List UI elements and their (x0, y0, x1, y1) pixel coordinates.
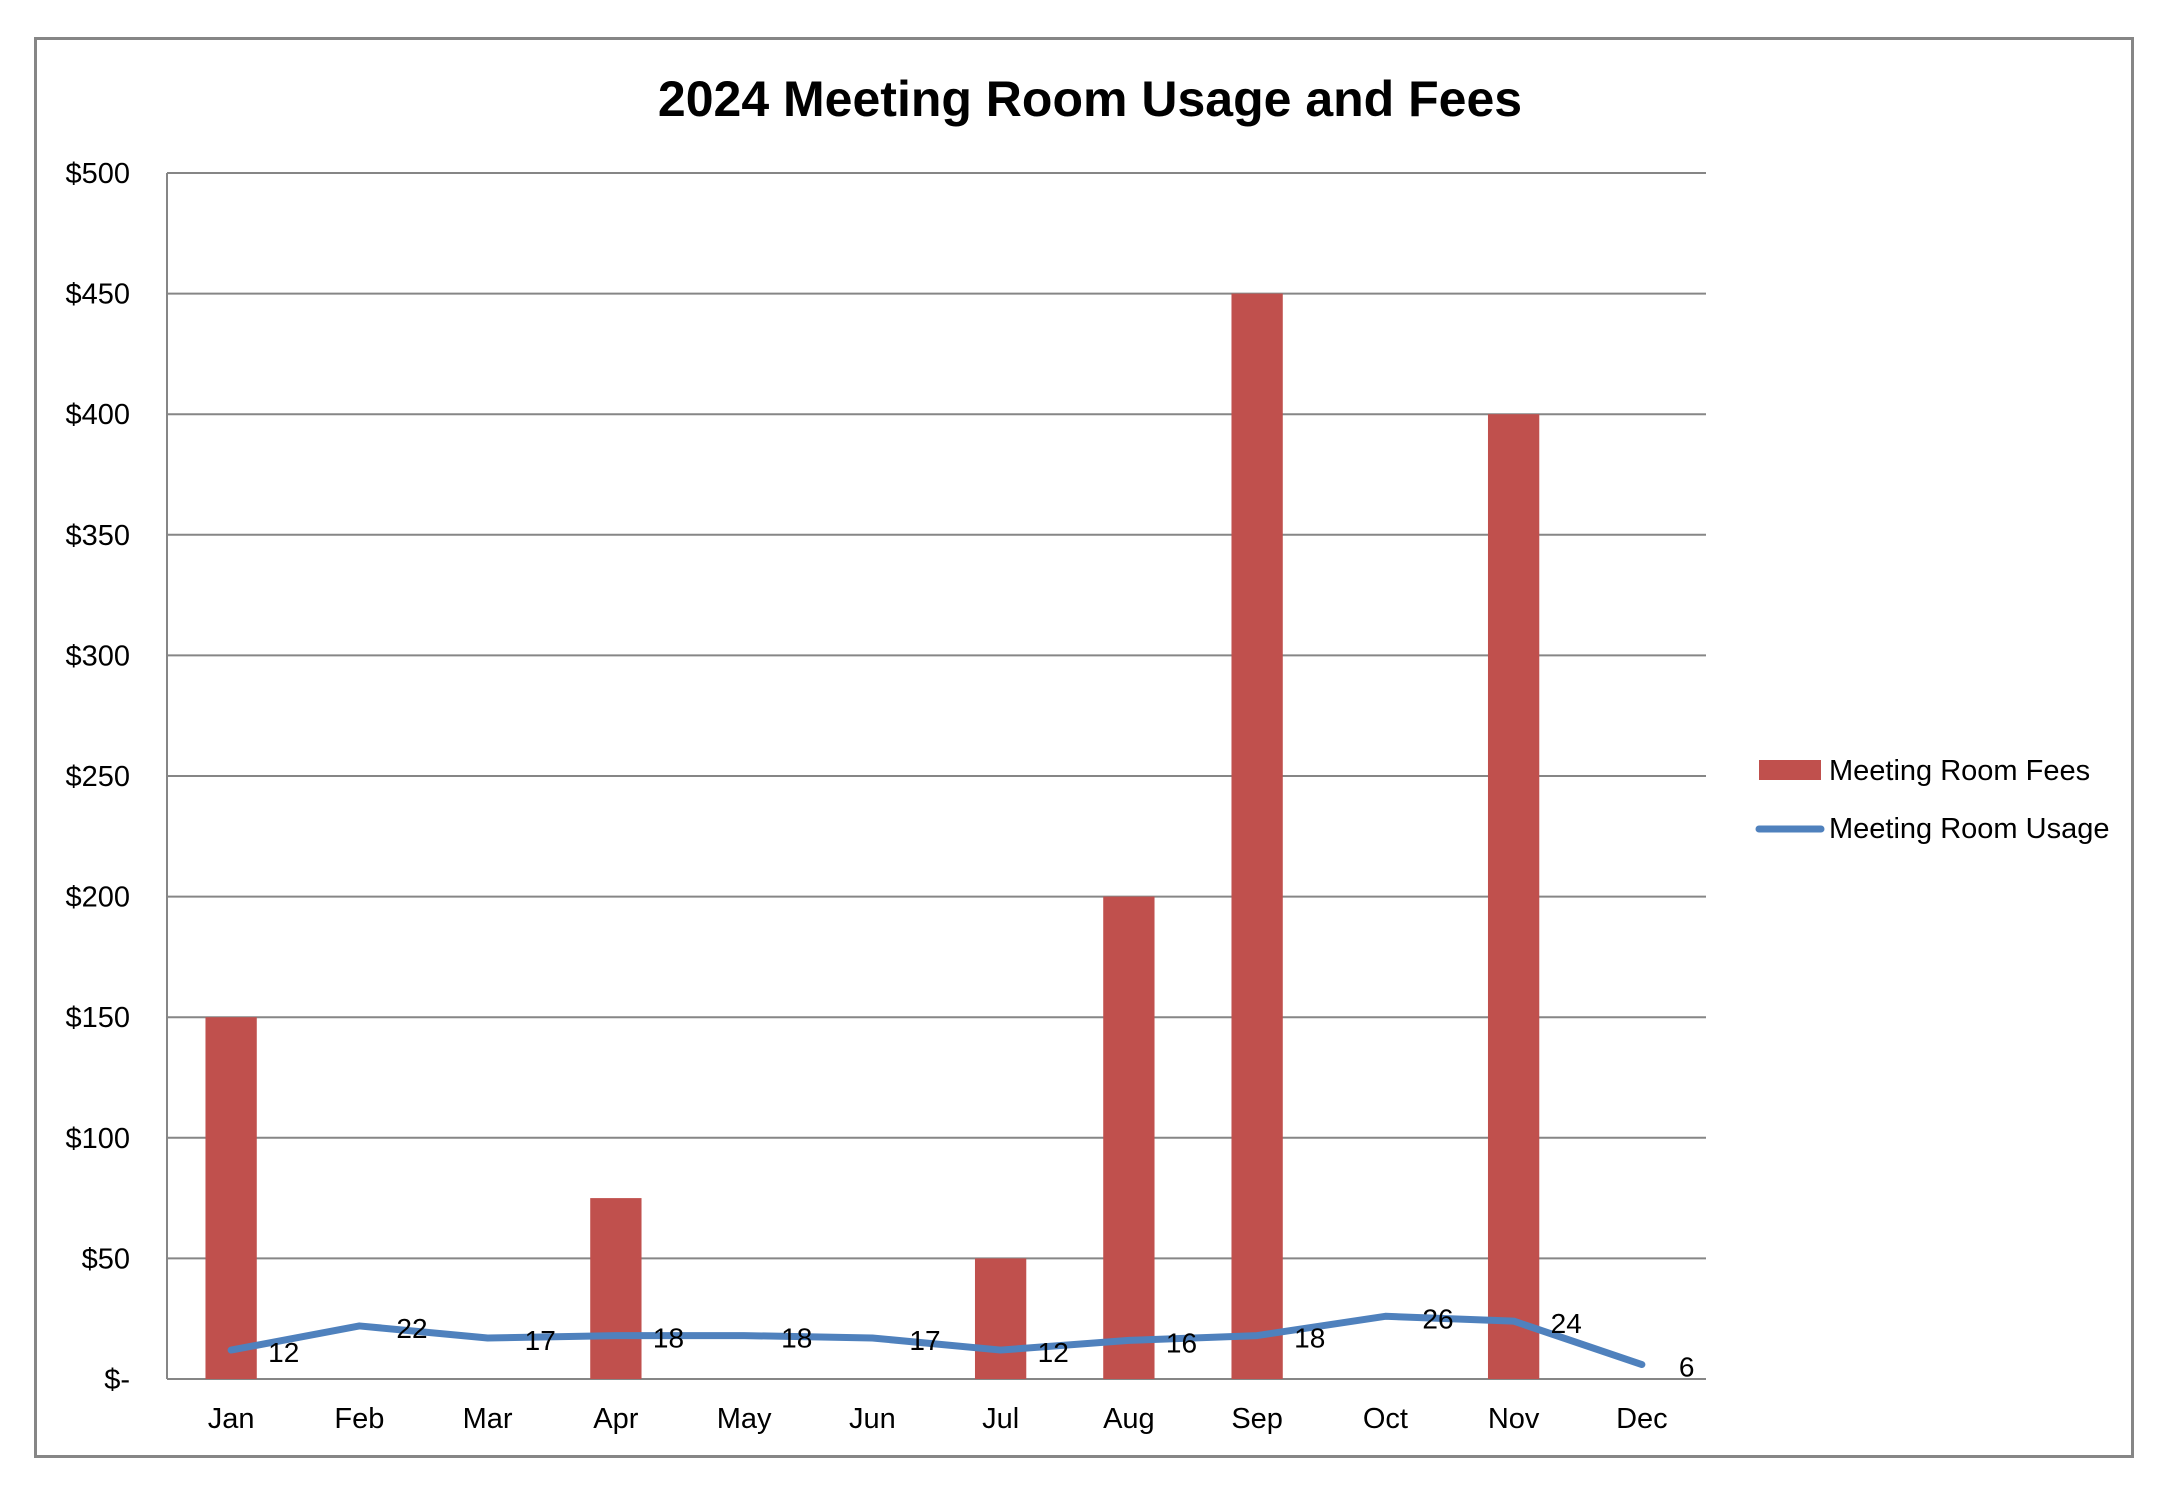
chart-title: 2024 Meeting Room Usage and Fees (658, 71, 1522, 127)
fee-bars (205, 293, 1540, 1380)
x-tick-label: Sep (1231, 1403, 1283, 1435)
x-tick-label: Jul (982, 1403, 1019, 1435)
y-axis-tick-labels: $- $50 $100 $150 $200 $250 $300 $350 $400 $450 $50… (65, 158, 130, 1396)
y-tick-label: $200 (65, 882, 130, 914)
chart-frame (34, 37, 2134, 1458)
usage-data-label: 6 (1679, 1352, 1695, 1383)
x-tick-label: Mar (463, 1403, 513, 1435)
fee-bar-nov (1487, 414, 1540, 1379)
legend-label-usage: Meeting Room Usage (1829, 813, 2109, 845)
x-tick-label: Jun (849, 1403, 896, 1435)
y-tick-label: $450 (65, 279, 130, 311)
y-tick-label: $300 (65, 640, 130, 672)
x-tick-label: Dec (1616, 1403, 1668, 1435)
fee-bar-jan (205, 1017, 257, 1379)
y-tick-label: $350 (65, 520, 130, 552)
y-tick-label: $250 (65, 761, 130, 793)
y-tick-label: $- (104, 1364, 130, 1396)
usage-data-label: 18 (1294, 1323, 1325, 1354)
y-tick-label: $500 (65, 158, 130, 190)
usage-line (227, 1312, 1646, 1369)
usage-data-label: 24 (1551, 1308, 1582, 1339)
usage-data-label: 17 (909, 1325, 940, 1356)
y-tick-label: $150 (65, 1002, 130, 1034)
x-tick-label: Apr (593, 1403, 638, 1435)
usage-data-label: 16 (1166, 1327, 1197, 1358)
x-tick-label: May (717, 1403, 772, 1435)
fee-bar-apr (590, 1198, 642, 1379)
usage-data-label: 18 (653, 1323, 684, 1354)
y-tick-label: $50 (82, 1243, 130, 1275)
gridlines (166, 172, 1706, 1380)
usage-data-label: 18 (781, 1323, 812, 1354)
x-tick-label: Feb (334, 1403, 384, 1435)
legend: Meeting Room Fees Meeting Room Usage (1755, 755, 2109, 845)
x-tick-label: Jan (208, 1403, 255, 1435)
usage-data-label: 26 (1422, 1303, 1453, 1334)
x-axis-tick-labels: Jan Feb Mar Apr May Jun Jul Aug Sep Oct Nov Dec (208, 1403, 1668, 1435)
y-tick-label: $100 (65, 1123, 130, 1155)
x-tick-label: Nov (1488, 1403, 1540, 1435)
usage-data-label: 22 (396, 1313, 427, 1344)
usage-data-label: 12 (1038, 1337, 1069, 1368)
legend-swatch-fees (1759, 760, 1821, 780)
x-tick-label: Aug (1103, 1403, 1155, 1435)
usage-data-labels: 12 22 17 18 18 17 12 16 18 26 24 6 (268, 1303, 1694, 1382)
y-tick-label: $400 (65, 399, 130, 431)
usage-data-label: 17 (525, 1325, 556, 1356)
x-tick-label: Oct (1363, 1403, 1408, 1435)
fee-bar-sep (1231, 293, 1283, 1380)
usage-line-layer (227, 1312, 1646, 1369)
legend-label-fees: Meeting Room Fees (1829, 755, 2090, 787)
fee-bar-jul (974, 1258, 1027, 1379)
usage-data-label: 12 (268, 1337, 299, 1368)
fee-bar-aug (1103, 896, 1155, 1379)
